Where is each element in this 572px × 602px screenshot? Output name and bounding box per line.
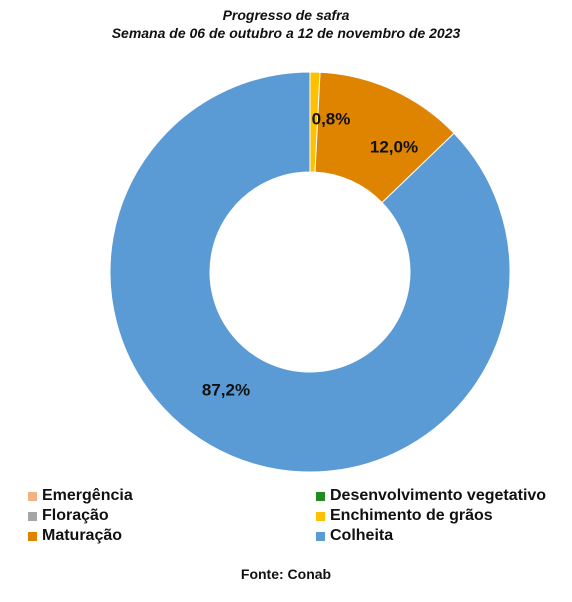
legend-swatch-desenvolvimento-vegetativo	[316, 491, 325, 501]
legend-label-enchimento-de-graos: Enchimento de grãos	[330, 507, 493, 524]
legend-swatch-maturacao	[28, 531, 37, 541]
data-label-maturacao: 12,0%	[370, 137, 418, 156]
legend-label-floracao: Floração	[42, 507, 109, 524]
donut-slices	[109, 71, 511, 473]
legend-item-enchimento-de-graos: Enchimento de grãos	[316, 506, 493, 526]
legend-item-floracao: Floração	[28, 506, 109, 526]
donut-chart: 0,8% 12,0% 87,2%	[109, 71, 511, 473]
data-label-enchimento-de-graos: 0,8%	[312, 109, 351, 128]
legend-swatch-enchimento-de-graos	[316, 511, 325, 521]
chart-title: Progresso de safra	[222, 7, 350, 23]
legend-label-colheita: Colheita	[330, 527, 394, 544]
legend-swatch-emergencia	[28, 491, 37, 501]
chart-subtitle: Semana de 06 de outubro a 12 de novembro…	[111, 25, 461, 41]
chart-legend: Emergência Floração Maturação Desenvolvi…	[0, 486, 572, 556]
legend-item-colheita: Colheita	[316, 526, 393, 546]
legend-label-desenvolvimento-vegetativo: Desenvolvimento vegetativo	[330, 487, 547, 504]
legend-item-maturacao: Maturação	[28, 526, 122, 546]
legend-label-emergencia: Emergência	[42, 487, 133, 504]
chart-source: Fonte: Conab	[240, 566, 332, 582]
donut-slice-colheita	[109, 71, 511, 473]
legend-swatch-floracao	[28, 511, 37, 521]
legend-label-maturacao: Maturação	[42, 527, 123, 544]
legend-item-desenvolvimento-vegetativo: Desenvolvimento vegetativo	[316, 486, 546, 506]
data-label-colheita: 87,2%	[202, 380, 250, 399]
legend-swatch-colheita	[316, 531, 325, 541]
legend-item-emergencia: Emergência	[28, 486, 133, 506]
donut-data-labels: 0,8% 12,0% 87,2%	[202, 109, 418, 399]
